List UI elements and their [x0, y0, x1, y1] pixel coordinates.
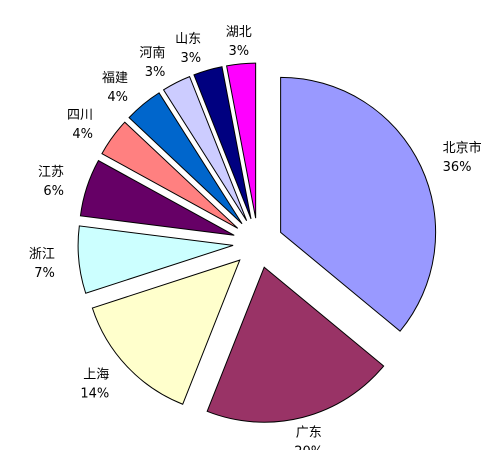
slice-9 — [193, 66, 252, 220]
slice-1-percent: 36% — [443, 160, 472, 175]
pie-labels: 北京市 36% 广东 20% 上海 14% 浙江 7% 江苏 6% 四川 4% 福建 4% 河南 3% 山东 3%… — [29, 25, 482, 450]
slice-10-category: 湖北 — [226, 25, 252, 40]
slice-8-percent: 3% — [145, 65, 166, 80]
slice-10 — [226, 62, 257, 219]
slice-10-percent: 3% — [228, 44, 249, 59]
slice-7-category: 福建 — [102, 71, 128, 86]
slice-9-label: 山东 3% — [175, 32, 201, 66]
slice-3-category: 上海 — [83, 368, 109, 383]
slice-9-category: 山东 — [175, 32, 201, 47]
slice-8-category: 河南 — [139, 45, 165, 61]
slice-2 — [206, 266, 385, 423]
slice-8-label: 河南 3% — [139, 45, 165, 80]
slice-6 — [101, 121, 239, 229]
slice-6-label: 四川 4% — [67, 108, 93, 142]
slice-5-category: 江苏 — [38, 164, 64, 180]
slice-5 — [79, 159, 235, 236]
slice-1-label: 北京市 36% — [443, 140, 482, 175]
slice-7-label: 福建 4% — [102, 71, 128, 105]
slice-10-label: 湖北 3% — [226, 25, 252, 59]
slice-6-category: 四川 — [67, 108, 93, 123]
slice-6-percent: 4% — [72, 127, 93, 142]
slice-4 — [77, 225, 234, 294]
slice-4-percent: 7% — [34, 266, 55, 281]
slice-4-category: 浙江 — [29, 247, 55, 262]
slice-2-label: 广东 20% — [294, 426, 323, 450]
slice-4-label: 浙江 7% — [29, 247, 55, 281]
slice-1 — [280, 76, 437, 332]
slice-1-category: 北京市 — [443, 140, 482, 156]
slice-9-percent: 3% — [180, 51, 201, 66]
slice-2-category: 广东 — [296, 426, 322, 441]
slice-8 — [162, 75, 248, 221]
slice-5-label: 江苏 6% — [38, 164, 64, 199]
pie-slices — [77, 62, 437, 423]
slice-2-percent: 20% — [294, 445, 323, 450]
slice-3-percent: 14% — [80, 387, 109, 402]
slice-7 — [128, 92, 243, 225]
slice-7-percent: 4% — [107, 90, 128, 105]
slice-5-percent: 6% — [43, 184, 64, 199]
slice-3-label: 上海 14% — [80, 368, 109, 402]
slice-3 — [91, 259, 241, 405]
